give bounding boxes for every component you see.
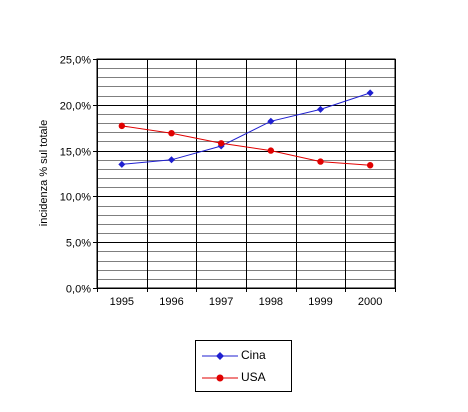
data-point-usa: [317, 158, 324, 165]
x-tick-label: 1999: [308, 296, 332, 308]
x-tick-label: 1995: [110, 296, 134, 308]
data-point-usa: [217, 140, 225, 147]
legend: Cina USA: [195, 340, 292, 392]
data-point-cina: [118, 160, 126, 168]
data-point-usa: [366, 162, 374, 169]
data-point-usa: [267, 147, 275, 154]
y-axis-label: incidenza % sul totale: [38, 120, 50, 226]
y-tick-label: 25,0%: [60, 55, 91, 67]
x-tick-label: 1996: [159, 296, 183, 308]
series-usa: [118, 122, 374, 169]
y-tick-label: 20,0%: [60, 101, 91, 113]
data-point-usa: [168, 129, 175, 137]
y-tick-label: 15,0%: [60, 147, 91, 159]
y-tick-label: 0,0%: [66, 284, 91, 296]
series-line-cina: [121, 92, 371, 165]
legend-marker-usa: [202, 374, 238, 382]
legend-label-usa: USA: [241, 370, 266, 384]
series-cina: [118, 89, 374, 168]
legend-item-cina: Cina: [196, 346, 293, 366]
legend-label-cina: Cina: [241, 348, 266, 362]
data-point-usa: [118, 122, 126, 130]
data-point-cina: [317, 105, 324, 113]
legend-item-usa: USA: [196, 368, 293, 388]
x-tick-label: 1998: [259, 296, 283, 308]
x-tick-label: 1997: [209, 296, 233, 308]
y-tick-label: 10,0%: [60, 192, 91, 204]
legend-marker-cina: [202, 352, 238, 360]
series-layer: [118, 89, 374, 169]
x-axis-ticks: 1995 1996 1997 1998 1999 2000: [97, 288, 396, 308]
x-tick-label: 2000: [358, 296, 382, 308]
y-tick-label: 5,0%: [66, 238, 91, 250]
y-axis-ticks: 0,0% 5,0% 10,0% 15,0% 20,0% 25,0%: [60, 55, 97, 296]
vertical-gridlines: [97, 59, 396, 288]
series-line-usa: [121, 125, 371, 166]
data-point-cina: [366, 89, 374, 97]
data-point-cina: [267, 117, 275, 125]
data-point-cina: [168, 156, 175, 164]
